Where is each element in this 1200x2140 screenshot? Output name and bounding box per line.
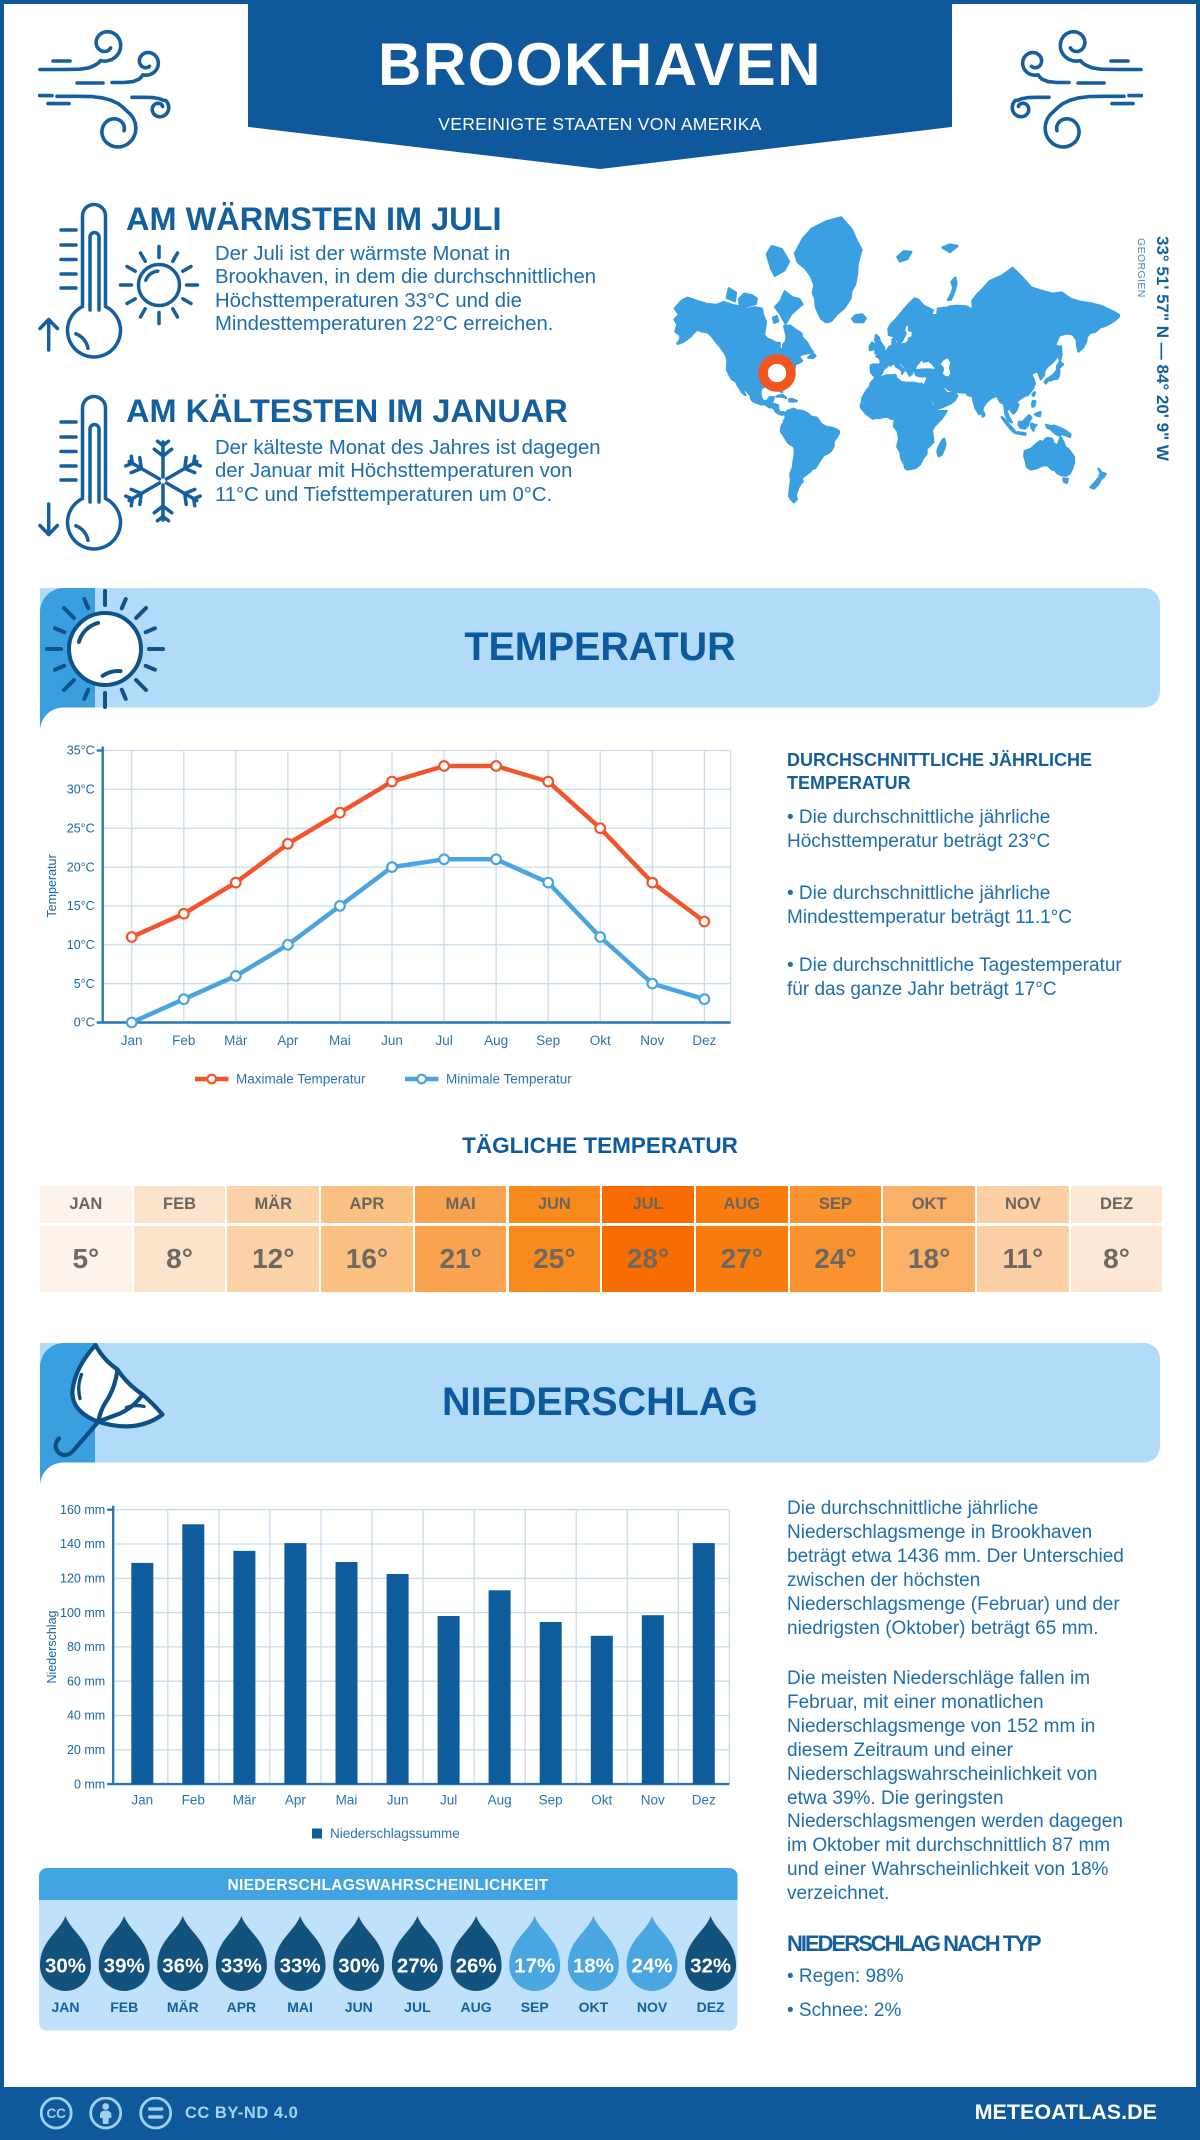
svg-text:Jun: Jun [381, 1033, 403, 1048]
svg-text:Jul: Jul [435, 1033, 452, 1048]
svg-text:18%: 18% [573, 1955, 614, 1978]
svg-text:40 mm: 40 mm [67, 1709, 105, 1723]
svg-text:60 mm: 60 mm [67, 1674, 105, 1688]
svg-text:20 mm: 20 mm [67, 1743, 105, 1757]
svg-text:26%: 26% [456, 1955, 497, 1978]
svg-text:Okt: Okt [590, 1033, 611, 1048]
svg-text:30%: 30% [45, 1955, 86, 1978]
svg-text:Mai: Mai [336, 1793, 358, 1808]
svg-text:APR: APR [227, 1999, 257, 2015]
svg-text:20°C: 20°C [67, 860, 95, 874]
svg-text:Nov: Nov [640, 1033, 664, 1048]
svg-text:30°C: 30°C [67, 783, 95, 797]
svg-text:15°C: 15°C [67, 899, 95, 913]
svg-text:36%: 36% [162, 1955, 203, 1978]
svg-text:Jan: Jan [131, 1793, 153, 1808]
svg-text:17%: 17% [514, 1955, 555, 1978]
svg-text:Okt: Okt [591, 1793, 612, 1808]
svg-text:Apr: Apr [285, 1793, 307, 1808]
svg-text:Niederschlag: Niederschlag [45, 1610, 59, 1683]
svg-text:AUG: AUG [461, 1999, 492, 2015]
svg-text:Aug: Aug [488, 1793, 512, 1808]
svg-text:24%: 24% [631, 1955, 672, 1978]
svg-text:Minimale Temperatur: Minimale Temperatur [446, 1072, 572, 1087]
svg-text:0°C: 0°C [74, 1016, 95, 1030]
svg-text:SEP: SEP [521, 1999, 549, 2015]
svg-text:Sep: Sep [539, 1793, 563, 1808]
svg-text:27%: 27% [397, 1955, 438, 1978]
svg-text:30%: 30% [338, 1955, 379, 1978]
svg-text:Maximale Temperatur: Maximale Temperatur [236, 1072, 366, 1087]
svg-text:Apr: Apr [277, 1033, 299, 1048]
svg-text:MAI: MAI [287, 1999, 313, 2015]
svg-text:Mär: Mär [224, 1033, 248, 1048]
svg-text:NOV: NOV [637, 1999, 668, 2015]
svg-text:Feb: Feb [172, 1033, 195, 1048]
svg-text:JUN: JUN [345, 1999, 373, 2015]
svg-text:Jan: Jan [121, 1033, 143, 1048]
svg-text:NIEDERSCHLAGSWAHRSCHEINLICHKEI: NIEDERSCHLAGSWAHRSCHEINLICHKEIT [227, 1877, 548, 1894]
svg-text:25°C: 25°C [67, 821, 95, 835]
svg-text:Dez: Dez [692, 1793, 716, 1808]
svg-text:Temperatur: Temperatur [45, 854, 59, 917]
svg-text:32%: 32% [690, 1955, 731, 1978]
svg-text:Feb: Feb [182, 1793, 205, 1808]
svg-text:OKT: OKT [579, 1999, 609, 2015]
svg-text:Sep: Sep [536, 1033, 560, 1048]
svg-text:Mär: Mär [233, 1793, 257, 1808]
svg-text:Aug: Aug [484, 1033, 508, 1048]
svg-text:MÄR: MÄR [167, 1999, 199, 2015]
svg-text:0 mm: 0 mm [74, 1777, 105, 1791]
svg-text:Jul: Jul [440, 1793, 457, 1808]
svg-text:100 mm: 100 mm [60, 1606, 105, 1620]
svg-text:JUL: JUL [404, 1999, 431, 2015]
svg-text:160 mm: 160 mm [60, 1503, 105, 1517]
svg-text:120 mm: 120 mm [60, 1572, 105, 1586]
svg-text:35°C: 35°C [67, 744, 95, 758]
svg-text:33%: 33% [280, 1955, 321, 1978]
svg-text:Nov: Nov [641, 1793, 665, 1808]
svg-text:CC: CC [46, 2106, 66, 2121]
svg-text:Niederschlagssumme: Niederschlagssumme [330, 1826, 460, 1841]
svg-text:33%: 33% [221, 1955, 262, 1978]
svg-text:140 mm: 140 mm [60, 1537, 105, 1551]
svg-text:Dez: Dez [692, 1033, 716, 1048]
svg-text:5°C: 5°C [74, 977, 95, 991]
svg-text:Mai: Mai [329, 1033, 351, 1048]
svg-text:FEB: FEB [110, 1999, 138, 2015]
svg-text:80 mm: 80 mm [67, 1640, 105, 1654]
svg-text:10°C: 10°C [67, 938, 95, 952]
svg-text:DEZ: DEZ [697, 1999, 725, 2015]
svg-text:Jun: Jun [387, 1793, 409, 1808]
svg-text:JAN: JAN [51, 1999, 79, 2015]
svg-text:39%: 39% [104, 1955, 145, 1978]
